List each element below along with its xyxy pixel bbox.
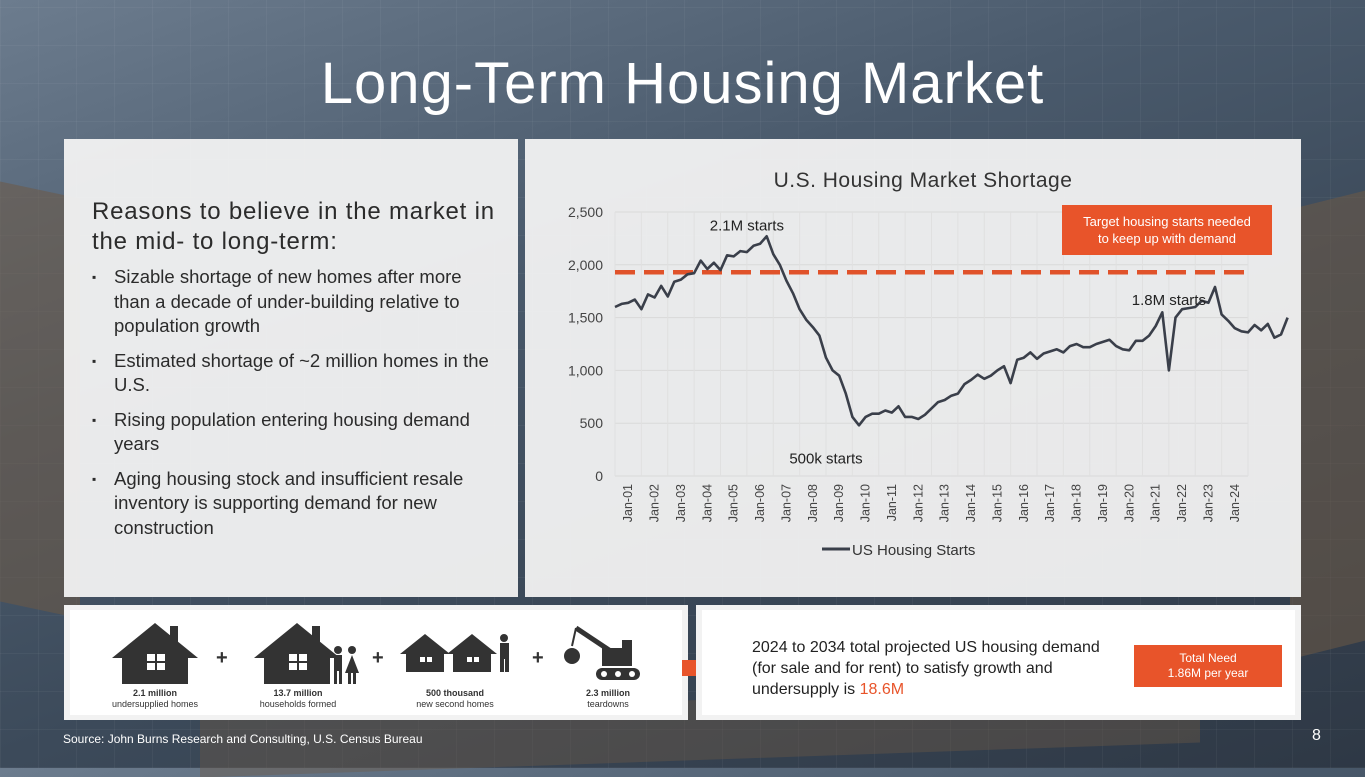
- chart-annotation: 500k starts: [789, 450, 862, 467]
- y-tick-label: 500: [580, 415, 604, 431]
- house-icon: [112, 623, 198, 684]
- x-tick-label: Jan-16: [1017, 484, 1031, 522]
- housing-starts-chart: U.S. Housing Market Shortage 0 500 1,000 1,…: [568, 169, 1289, 559]
- demand-components-panel: 2.1 million undersupplied homes + 13.7 mi…: [64, 605, 688, 720]
- target-callout-text: Target housing starts needed to keep up w…: [1083, 214, 1251, 246]
- component-caption: 500 thousand new second homes: [416, 688, 494, 709]
- component-caption: 2.1 million undersupplied homes: [111, 688, 199, 709]
- x-tick-label: Jan-08: [806, 484, 820, 522]
- y-tick-label: 1,000: [568, 362, 603, 378]
- reason-bullet: Aging housing stock and insufficient res…: [92, 467, 492, 541]
- reasons-heading: Reasons to believe in the market in the …: [92, 198, 495, 255]
- plus-sign: +: [532, 647, 544, 669]
- x-tick-label: Jan-24: [1228, 484, 1242, 522]
- reasons-panel: Reasons to believe in the market in the …: [64, 139, 518, 597]
- x-tick-label: Jan-13: [938, 484, 952, 522]
- y-tick-label: 2,500: [568, 204, 603, 220]
- chart-gridlines: [614, 211, 1249, 477]
- total-need-line2: 1.86M per year: [1167, 666, 1249, 680]
- x-tick-label: Jan-11: [885, 484, 899, 521]
- x-tick-label: Jan-05: [727, 484, 741, 522]
- chart-panel: U.S. Housing Market Shortage 0 500 1,000 1,…: [525, 139, 1301, 597]
- page-number: 8: [1312, 727, 1321, 744]
- plus-sign: +: [372, 647, 384, 669]
- x-tick-label: Jan-15: [990, 484, 1004, 522]
- reasons-list: Sizable shortage of new homes after more…: [92, 265, 492, 550]
- x-tick-label: Jan-17: [1043, 484, 1057, 522]
- x-tick-label: Jan-22: [1175, 484, 1189, 522]
- demand-statement: 2024 to 2034 total projected US housing …: [752, 639, 1100, 698]
- reason-bullet: Rising population entering housing deman…: [92, 408, 492, 457]
- x-tick-label: Jan-18: [1070, 484, 1084, 522]
- x-tick-label: Jan-12: [911, 484, 925, 522]
- x-tick-label: Jan-01: [621, 484, 635, 522]
- total-need-badge: Total Need 1.86M per year: [1134, 645, 1282, 687]
- x-tick-label: Jan-21: [1149, 484, 1163, 522]
- y-tick-label: 2,000: [568, 257, 603, 273]
- total-demand-inner: 2024 to 2034 total projected US housing …: [702, 610, 1295, 715]
- target-callout: Target housing starts needed to keep up w…: [1062, 205, 1272, 255]
- demand-highlight: 18.6M: [859, 681, 905, 698]
- x-tick-label: Jan-02: [648, 484, 662, 522]
- x-tick-label: Jan-23: [1201, 484, 1215, 522]
- second-homes-icon: [400, 634, 509, 672]
- chart-legend: US Housing Starts: [822, 542, 975, 559]
- demand-components-inner: 2.1 million undersupplied homes + 13.7 mi…: [70, 610, 682, 715]
- target-callout-box: [1062, 205, 1272, 255]
- x-tick-label: Jan-09: [832, 484, 846, 522]
- x-tick-label: Jan-07: [779, 484, 793, 522]
- x-tick-label: Jan-10: [859, 484, 873, 522]
- x-tick-label: Jan-03: [674, 484, 688, 522]
- plus-sign: +: [216, 647, 228, 669]
- y-axis-ticks: 0 500 1,000 1,500 2,000 2,500: [568, 204, 603, 484]
- component-caption: 2.3 million teardowns: [585, 688, 630, 709]
- reason-bullet: Estimated shortage of ~2 million homes i…: [92, 349, 492, 398]
- x-tick-label: Jan-04: [700, 484, 714, 522]
- reason-bullet: Sizable shortage of new homes after more…: [92, 265, 492, 339]
- house-family-icon: [254, 623, 359, 684]
- x-tick-label: Jan-14: [964, 484, 978, 522]
- x-tick-label: Jan-06: [753, 484, 767, 522]
- x-axis-ticks: Jan-01 Jan-02 Jan-03 Jan-04 Jan-05 Jan-06 Jan-…: [621, 484, 1242, 522]
- x-tick-label: Jan-20: [1122, 484, 1136, 522]
- background-beam: [1290, 190, 1365, 660]
- chart-annotations: 2.1M starts 500k starts 1.8M starts: [710, 217, 1206, 467]
- y-tick-label: 0: [595, 468, 603, 484]
- excavator-icon: [564, 625, 640, 680]
- component-caption: 13.7 million households formed: [259, 688, 337, 709]
- chart-title: U.S. Housing Market Shortage: [774, 169, 1073, 192]
- x-tick-label: Jan-19: [1096, 484, 1110, 522]
- chart-annotation: 2.1M starts: [710, 217, 784, 234]
- series-line-us-housing-starts: [614, 235, 1289, 427]
- source-note: Source: John Burns Research and Consulti…: [63, 732, 423, 746]
- slide-title: Long-Term Housing Market: [320, 51, 1045, 116]
- total-demand-panel: 2024 to 2034 total projected US housing …: [696, 605, 1301, 720]
- chart-annotation: 1.8M starts: [1132, 292, 1206, 309]
- legend-label: US Housing Starts: [852, 542, 975, 559]
- y-tick-label: 1,500: [568, 310, 603, 326]
- total-need-line1: Total Need: [1179, 651, 1237, 665]
